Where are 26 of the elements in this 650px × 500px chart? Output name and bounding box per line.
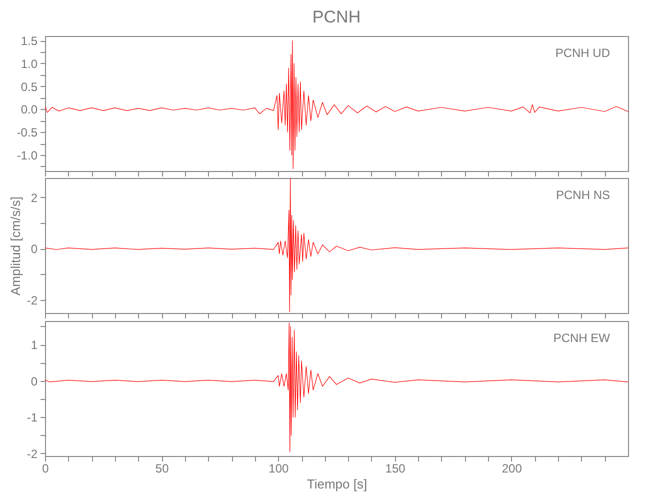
x-tick-label: 50	[155, 462, 170, 476]
y-axis-title: Amplitud [cm/s/s]	[8, 196, 23, 296]
line-series	[45, 322, 628, 452]
x-tick-label: 100	[268, 462, 290, 476]
y-tick-label: 2	[30, 190, 38, 205]
annotation: PCNH NS	[556, 188, 610, 202]
y-tick-label: -2	[26, 446, 38, 461]
y-tick-label: 1	[30, 338, 38, 352]
y-tick-label: -0.5	[16, 126, 38, 140]
y-tick-label: 0.0	[20, 102, 38, 117]
line-series	[45, 40, 628, 170]
x-tick-label: 200	[502, 462, 522, 476]
x-tick-label: 150	[385, 462, 406, 476]
y-tick-label: -1.0	[16, 148, 38, 162]
chart-title: PCNH	[312, 8, 361, 27]
y-tick-label: 0.5	[20, 80, 38, 94]
x-axis-title: Tiempo [s]	[306, 476, 368, 492]
annotation: PCNH EW	[553, 331, 611, 345]
annotation: PCNH UD	[555, 46, 610, 60]
y-tick-label: 0	[30, 242, 38, 256]
y-tick-label: -1	[26, 410, 38, 425]
x-tick-label: 0	[42, 462, 50, 476]
y-tick-label: 0	[30, 374, 38, 388]
y-tick-label: -2	[26, 294, 38, 308]
y-tick-label: 1.5	[20, 34, 38, 48]
y-tick-label: 1.0	[20, 56, 38, 71]
